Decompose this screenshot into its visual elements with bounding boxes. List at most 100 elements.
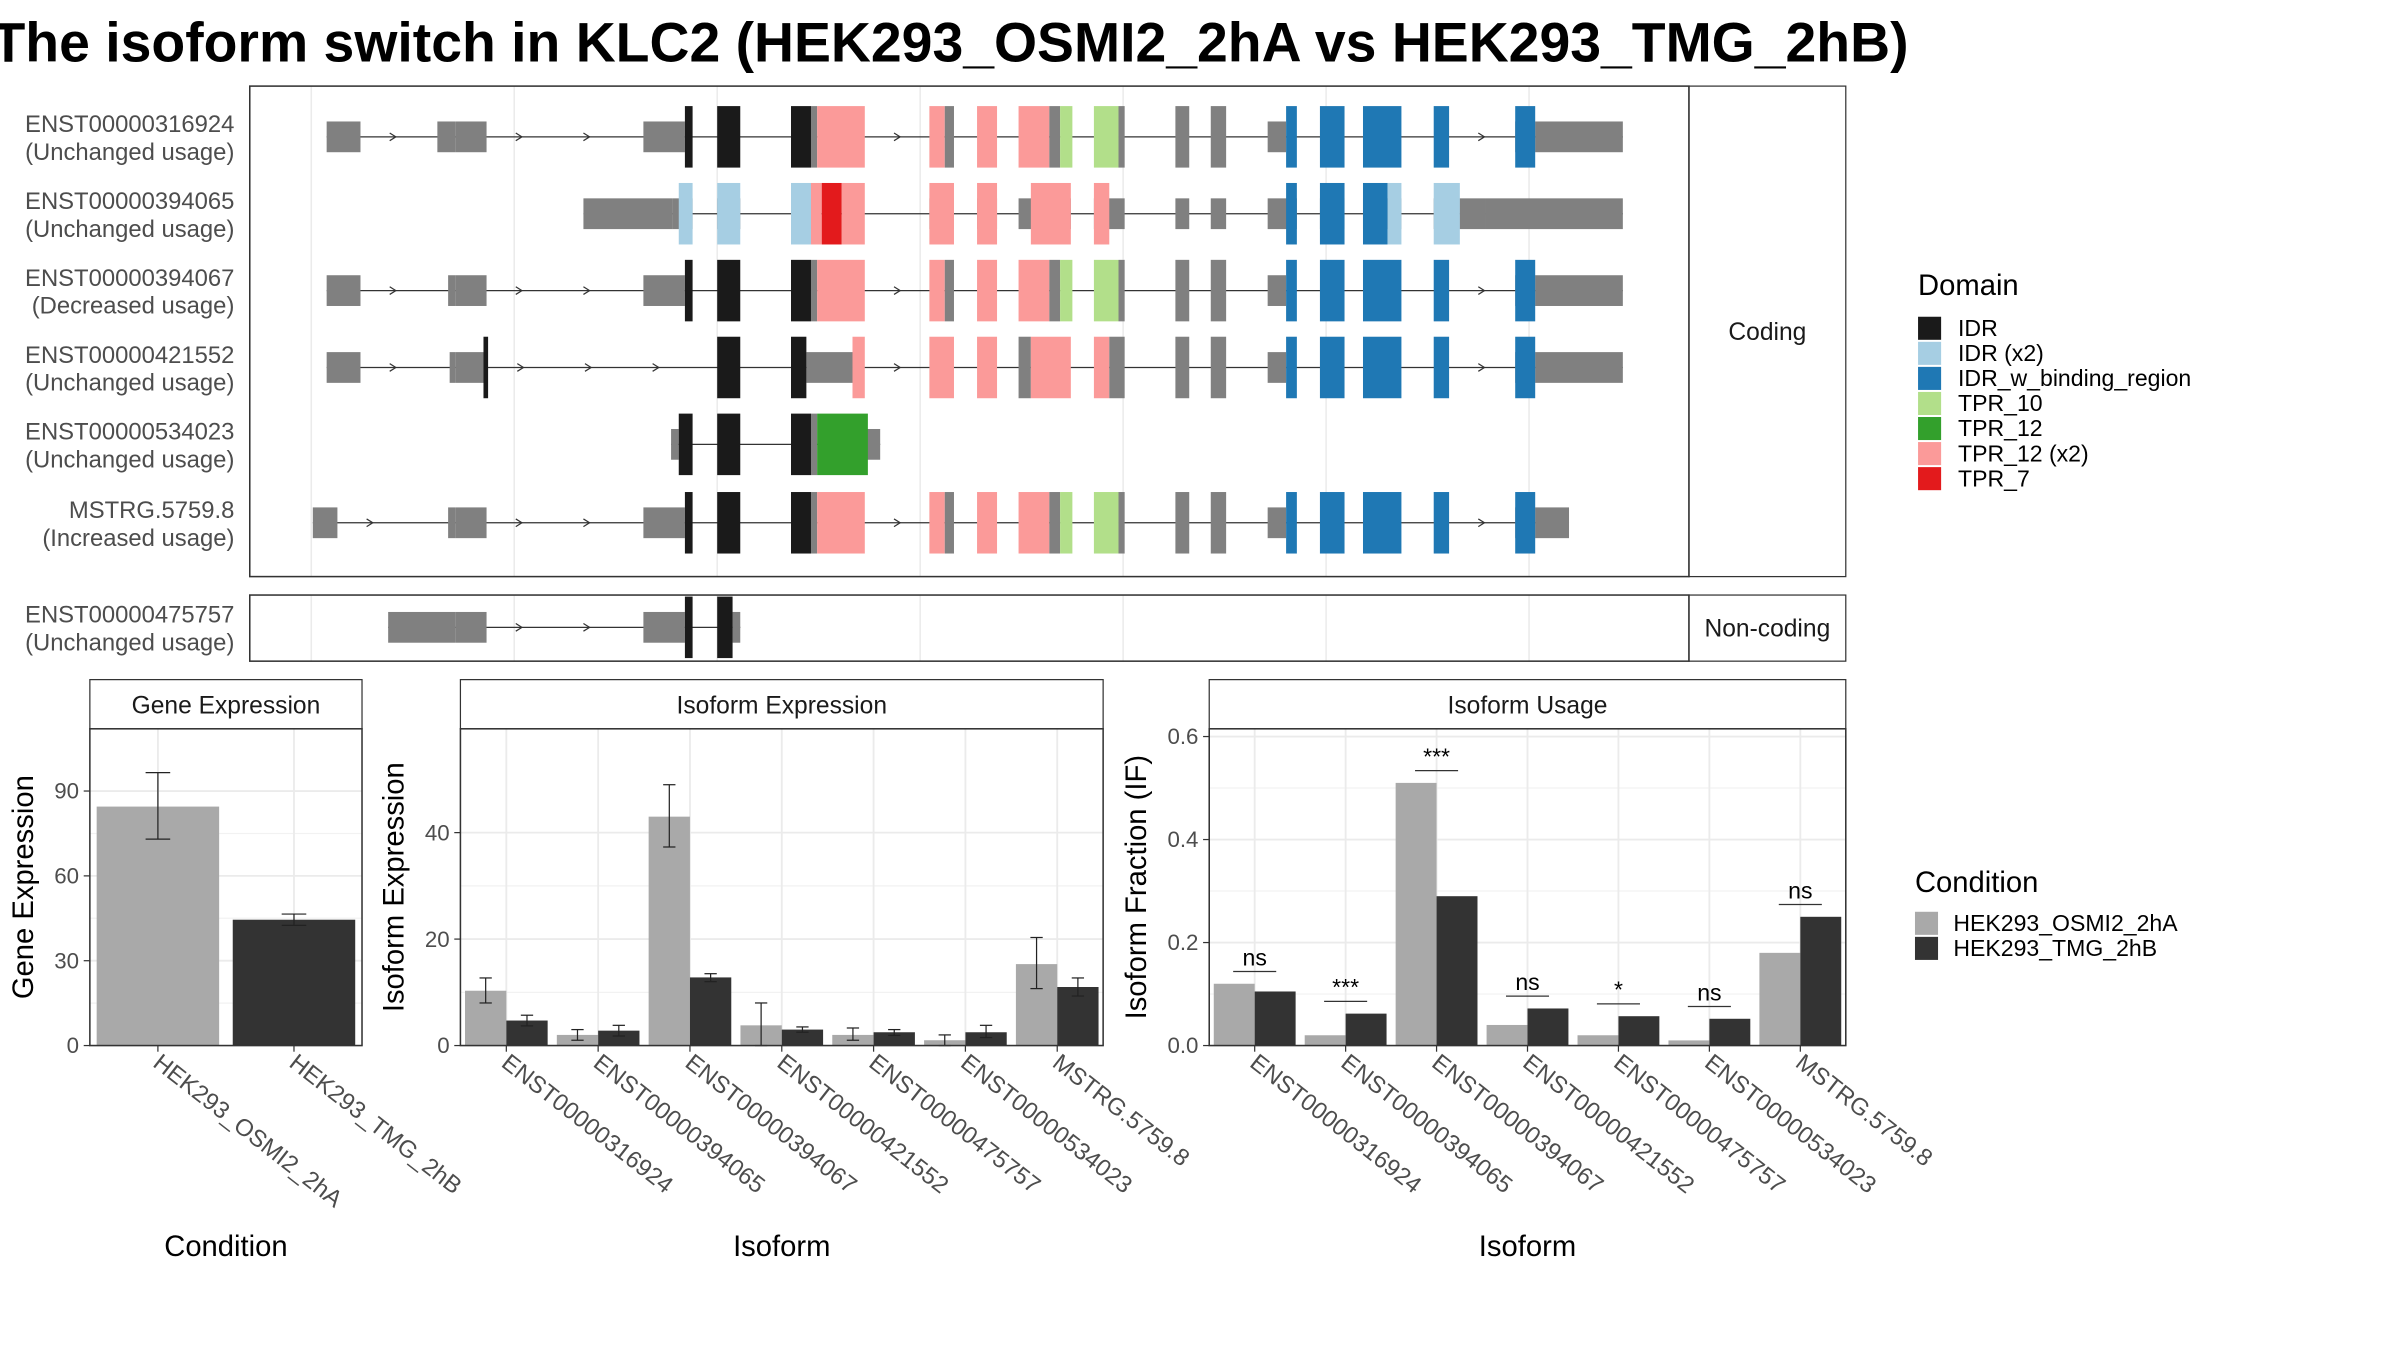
- error-bar: [520, 1014, 534, 1027]
- bar: [1527, 1008, 1569, 1046]
- condition-legend-title: Condition: [1915, 867, 2038, 899]
- error-bar: [1030, 936, 1043, 990]
- strand-arrow: [389, 286, 398, 295]
- utr-segment: [455, 121, 487, 153]
- exon-tpr-10: [1060, 106, 1073, 168]
- exon-idr-w-binding-region: [1362, 492, 1402, 554]
- panel-strip: [89, 678, 363, 730]
- domain-legend-key: [1918, 391, 1942, 415]
- y-axis-label: Isoform Fraction (IF): [1121, 755, 1153, 1019]
- error-bar: [979, 1024, 993, 1039]
- y-tick-label: 60: [54, 864, 79, 889]
- exon-idr: [717, 336, 741, 399]
- transcript-usage-label: (Increased usage): [42, 525, 234, 552]
- exon-idr: [717, 596, 733, 659]
- strand-arrow: [583, 132, 591, 142]
- exon-idr-w-binding-region: [1362, 259, 1402, 322]
- utr-segment: [1267, 121, 1287, 153]
- y-tick-label: 0.6: [1167, 724, 1198, 749]
- condition-legend-label: HEK293_TMG_2hB: [1953, 935, 2157, 961]
- utr-segment: [671, 428, 679, 460]
- exon-tpr-12-x2-: [977, 106, 998, 168]
- y-axis-label: Gene Expression: [8, 775, 40, 999]
- exon-utr: [1210, 259, 1227, 322]
- exon-idr: [684, 259, 693, 322]
- bar: [965, 1032, 1007, 1046]
- y-tick-label: 30: [54, 948, 79, 973]
- exon-utr: [1018, 336, 1031, 399]
- exon-utr: [1049, 492, 1061, 554]
- bar: [1668, 1040, 1710, 1046]
- exon-utr: [1175, 492, 1190, 554]
- exon-tpr-12-x2-: [929, 259, 945, 322]
- coding-panel-border: [249, 85, 1690, 578]
- gridlines: [1209, 728, 1846, 1047]
- utr-segment: [1485, 198, 1623, 230]
- x-tick-label: ENST00000475757: [1609, 1049, 1791, 1199]
- exon-idr-w-binding-region: [1362, 336, 1402, 399]
- panel-title: Gene Expression: [132, 692, 321, 719]
- exon-utr: [1118, 259, 1125, 322]
- bar: [1304, 1035, 1346, 1046]
- exon-idr: [684, 492, 693, 554]
- exon-tpr-12: [817, 413, 868, 476]
- y-tick-label: 20: [425, 927, 450, 952]
- exon-idr-w-binding-region: [1515, 492, 1536, 554]
- y-tick-label: 40: [425, 820, 450, 845]
- y-tick-label: 0: [67, 1033, 79, 1058]
- transcript-usage-label: (Unchanged usage): [25, 216, 234, 243]
- exon-utr: [810, 259, 818, 322]
- bar: [1254, 991, 1296, 1046]
- exon-tpr-12-x2-: [929, 106, 945, 168]
- error-bar: [571, 1028, 584, 1041]
- transcript-id-label: ENST00000394065: [25, 188, 234, 215]
- bar: [1436, 896, 1478, 1046]
- exon-idr-x2-: [1433, 182, 1460, 245]
- exon-idr-w-binding-region: [1433, 492, 1450, 554]
- bar: [1577, 1035, 1619, 1046]
- exon-utr: [1210, 492, 1227, 554]
- transcript-usage-label: (Unchanged usage): [25, 139, 234, 166]
- utr-segment: [1459, 198, 1486, 230]
- exon-idr: [678, 413, 693, 476]
- isoform-usage-panel: Isoform Usage 0.0 0.2 0.4 0.6 Isoform Fractio…: [1121, 678, 1938, 1263]
- utr-segment: [1535, 352, 1623, 383]
- domain-legend-key: [1918, 366, 1942, 390]
- strand-arrow: [516, 363, 525, 372]
- exon-idr-w-binding-region: [1362, 182, 1388, 245]
- domain-legend-label: TPR_12: [1958, 415, 2043, 441]
- transcript-id-label: ENST00000394067: [25, 265, 234, 292]
- utr-segment: [643, 611, 685, 643]
- coding-strip-label: Coding: [1728, 319, 1806, 346]
- domain-legend-label: IDR (x2): [1958, 340, 2044, 366]
- utr-segment: [437, 121, 456, 153]
- utr-segment: [449, 352, 456, 383]
- domain-legend-label: IDR: [1958, 315, 1998, 341]
- utr-segment: [732, 611, 741, 643]
- noncoding-gridlines: [310, 595, 1530, 662]
- exon-tpr-12-x2-: [817, 259, 865, 322]
- x-tick-label: ENST00000421552: [772, 1049, 954, 1199]
- exon-tpr-10: [1093, 259, 1119, 322]
- exon-tpr-12-x2-: [1018, 259, 1050, 322]
- transcript-ENST00000534023: ENST00000534023(Unchanged usage): [25, 413, 881, 476]
- strand-arrow: [652, 363, 660, 372]
- panel-border: [89, 728, 363, 1047]
- transcript-id-label: ENST00000475757: [25, 602, 234, 629]
- utr-segment: [326, 275, 361, 306]
- transcript-structure-panel: CodingNon-codingENST00000316924(Unchange…: [25, 85, 1847, 662]
- exon-idr-w-binding-region: [1433, 106, 1450, 168]
- transcript-usage-label: (Unchanged usage): [25, 629, 234, 656]
- bar: [1345, 1013, 1387, 1046]
- exon-idr: [717, 106, 741, 168]
- utr-segment: [1175, 198, 1190, 230]
- error-bar: [479, 977, 492, 1004]
- figure-title: The isoform switch in KLC2 (HEK293_OSMI2…: [0, 12, 1909, 74]
- domain-legend-key: [1918, 316, 1942, 340]
- y-tick-label: 0.4: [1167, 827, 1198, 852]
- transcript-id-label: ENST00000421552: [25, 342, 234, 369]
- x-tick-label: ENST00000421552: [1518, 1049, 1700, 1199]
- domain-legend-label: TPR_12 (x2): [1958, 440, 2089, 466]
- x-tick-label: ENST00000475757: [864, 1049, 1046, 1199]
- strand-arrow: [515, 622, 524, 632]
